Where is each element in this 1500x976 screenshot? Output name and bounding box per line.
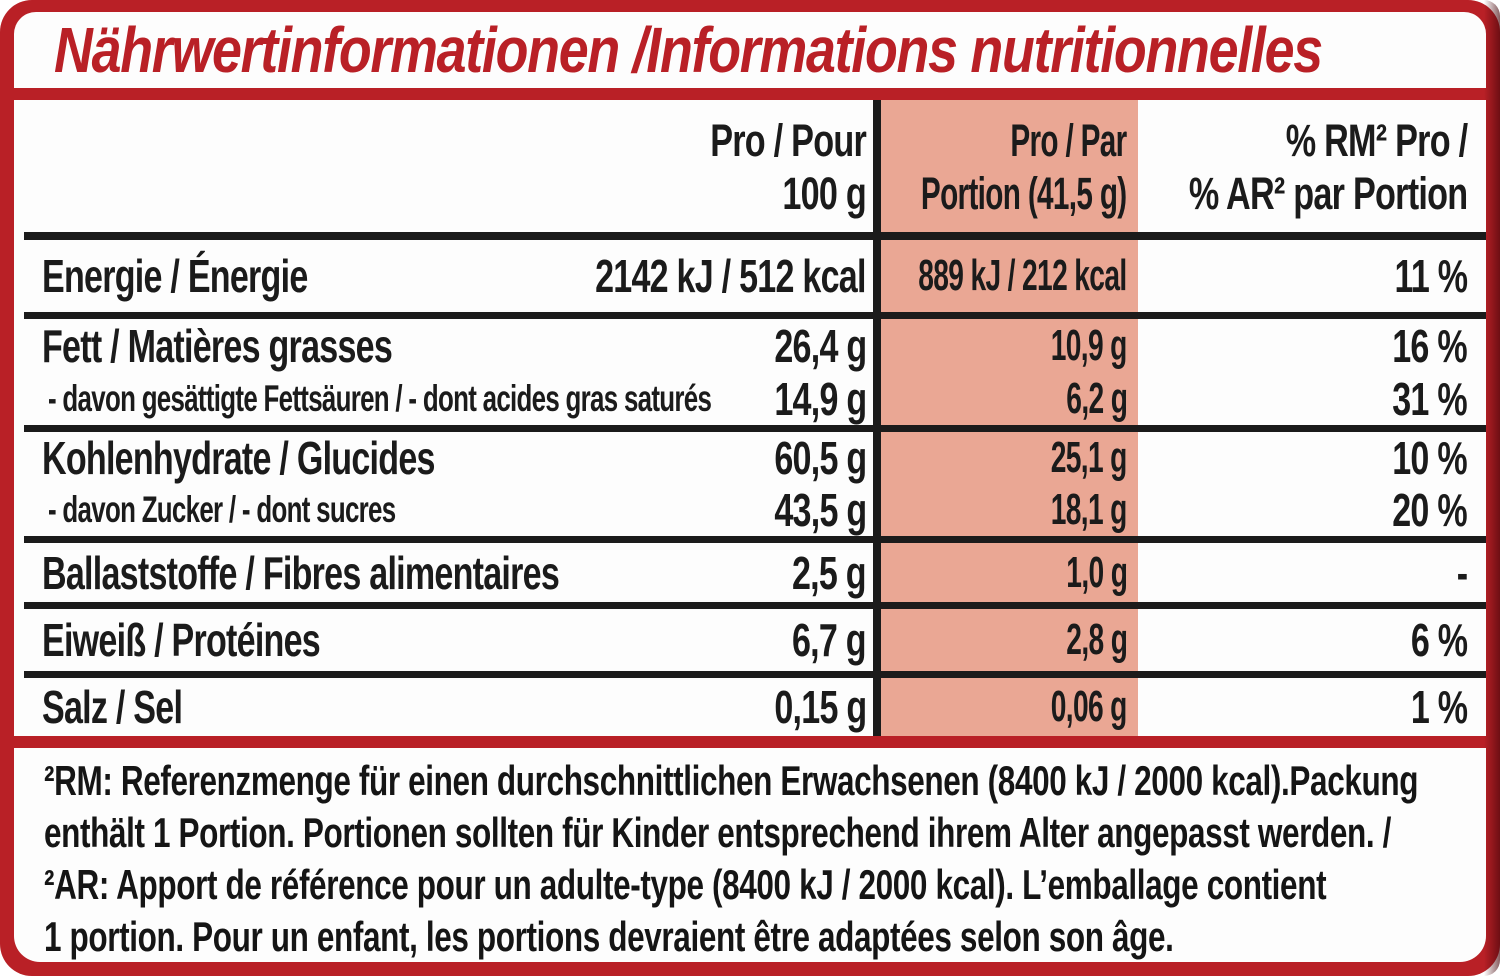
row-group-carbohydrates: Kohlenhydrate / Glucides 60,5 g 25,1 g 1… [14,432,1486,536]
row-value-portion: 10,9 g [1051,320,1128,370]
divider [24,312,1486,319]
row-value-portion: 1,0 g [1066,547,1128,597]
row-value-per100: 43,5 g [773,484,867,536]
row-group-protein: Eiweiß / Protéines 6,7 g 2,8 g 6 % [14,609,1486,671]
row-value-reference: 11 % [1394,250,1467,302]
col-header-reference-line1: % RM² Pro / [1285,115,1467,166]
table-row: Fett / Matières grasses 26,4 g 10,9 g 16… [14,319,1486,372]
row-value-reference: - [1456,546,1467,599]
footnote-panel: ²RM: Referenzmenge für einen durchschnit… [14,748,1486,962]
table-row: Eiweiß / Protéines 6,7 g 2,8 g 6 % [14,609,1486,671]
table-row: Energie / Énergie 2142 kJ / 512 kcal 889… [14,240,1486,312]
col-header-per100-line1: Pro / Pour [710,115,867,166]
table-row: Salz / Sel 0,15 g 0,06 g 1 % [14,678,1486,736]
footnote-line: 1 portion. Pour un enfant, les portions … [44,913,1174,960]
table-header-row: Pro / Pour 100 g Pro / Par Portion (41,5… [14,100,1486,232]
divider [24,232,1486,240]
row-value-reference: 31 % [1392,372,1467,425]
row-value-portion: 25,1 g [1051,433,1128,482]
table-row: Kohlenhydrate / Glucides 60,5 g 25,1 g 1… [14,432,1486,484]
row-value-reference: 20 % [1392,484,1467,536]
col-header-portion-line1: Pro / Par [1010,115,1128,166]
divider [24,602,1486,609]
row-value-portion: 0,06 g [1051,682,1128,731]
col-header-reference: % RM² Pro / % AR² par Portion [1101,114,1468,220]
row-value-portion: 889 kJ / 212 kcal [918,251,1128,300]
row-value-reference: 6 % [1410,614,1468,666]
row-value-portion: 2,8 g [1066,615,1128,664]
row-value-portion: 18,1 g [1051,485,1128,534]
row-value-per100: 2142 kJ / 512 kcal [595,250,866,302]
row-value-per100: 60,5 g [773,432,867,484]
title-panel: Nährwertinformationen /Informations nutr… [14,12,1486,88]
row-value-per100: 0,15 g [773,681,867,733]
row-label: - davon Zucker / - dont sucres [48,489,396,530]
table-row: - davon Zucker / - dont sucres 43,5 g 18… [14,484,1486,536]
page-title: Nährwertinformationen /Informations nutr… [54,14,1323,86]
table-row: - davon gesättigte Fettsäuren / - dont a… [14,372,1486,425]
divider [24,671,1486,678]
footnote-line: ²AR: Apport de référence pour un adulte-… [44,861,1327,908]
vertical-rule [873,100,881,736]
row-value-reference: 16 % [1392,319,1467,372]
row-label: Kohlenhydrate / Glucides [42,432,435,484]
row-value-reference: 10 % [1392,432,1467,484]
row-group-energy: Energie / Énergie 2142 kJ / 512 kcal 889… [14,240,1486,312]
row-value-per100: 26,4 g [773,319,867,372]
divider [24,536,1486,543]
row-value-per100: 6,7 g [792,614,867,666]
row-label: Ballaststoffe / Fibres alimentaires [42,546,560,599]
col-header-per100-line2: 100 g [782,168,866,219]
col-header-per100: Pro / Pour 100 g [661,114,867,220]
row-label: Salz / Sel [42,681,183,733]
row-group-fat: Fett / Matières grasses 26,4 g 10,9 g 16… [14,319,1486,425]
footnote-line: enthält 1 Portion. Portionen sollten für… [44,809,1392,856]
divider [24,425,1486,432]
nutrition-table: Pro / Pour 100 g Pro / Par Portion (41,5… [14,100,1486,736]
col-header-portion-line2: Portion (41,5 g) [921,168,1127,219]
row-group-salt: Salz / Sel 0,15 g 0,06 g 1 % [14,678,1486,736]
right-edge-shadow [1484,0,1500,976]
col-header-reference-line2: % AR² par Portion [1188,168,1468,219]
table-row: Ballaststoffe / Fibres alimentaires 2,5 … [14,543,1486,602]
row-label: Fett / Matières grasses [42,319,393,372]
row-label: - davon gesättigte Fettsäuren / - dont a… [48,377,712,419]
row-label: Eiweiß / Protéines [42,614,321,666]
row-label: Energie / Énergie [42,250,308,302]
footnote-line: ²RM: Referenzmenge für einen durchschnit… [44,757,1419,804]
row-value-per100: 14,9 g [773,372,867,425]
table-body: Energie / Énergie 2142 kJ / 512 kcal 889… [14,232,1486,736]
row-value-per100: 2,5 g [792,546,867,599]
portion-highlight-band [881,100,1138,736]
col-header-portion: Pro / Par Portion (41,5 g) [815,114,1127,220]
row-value-reference: 1 % [1410,681,1468,733]
row-group-fibre: Ballaststoffe / Fibres alimentaires 2,5 … [14,543,1486,602]
row-value-portion: 6,2 g [1066,373,1128,423]
